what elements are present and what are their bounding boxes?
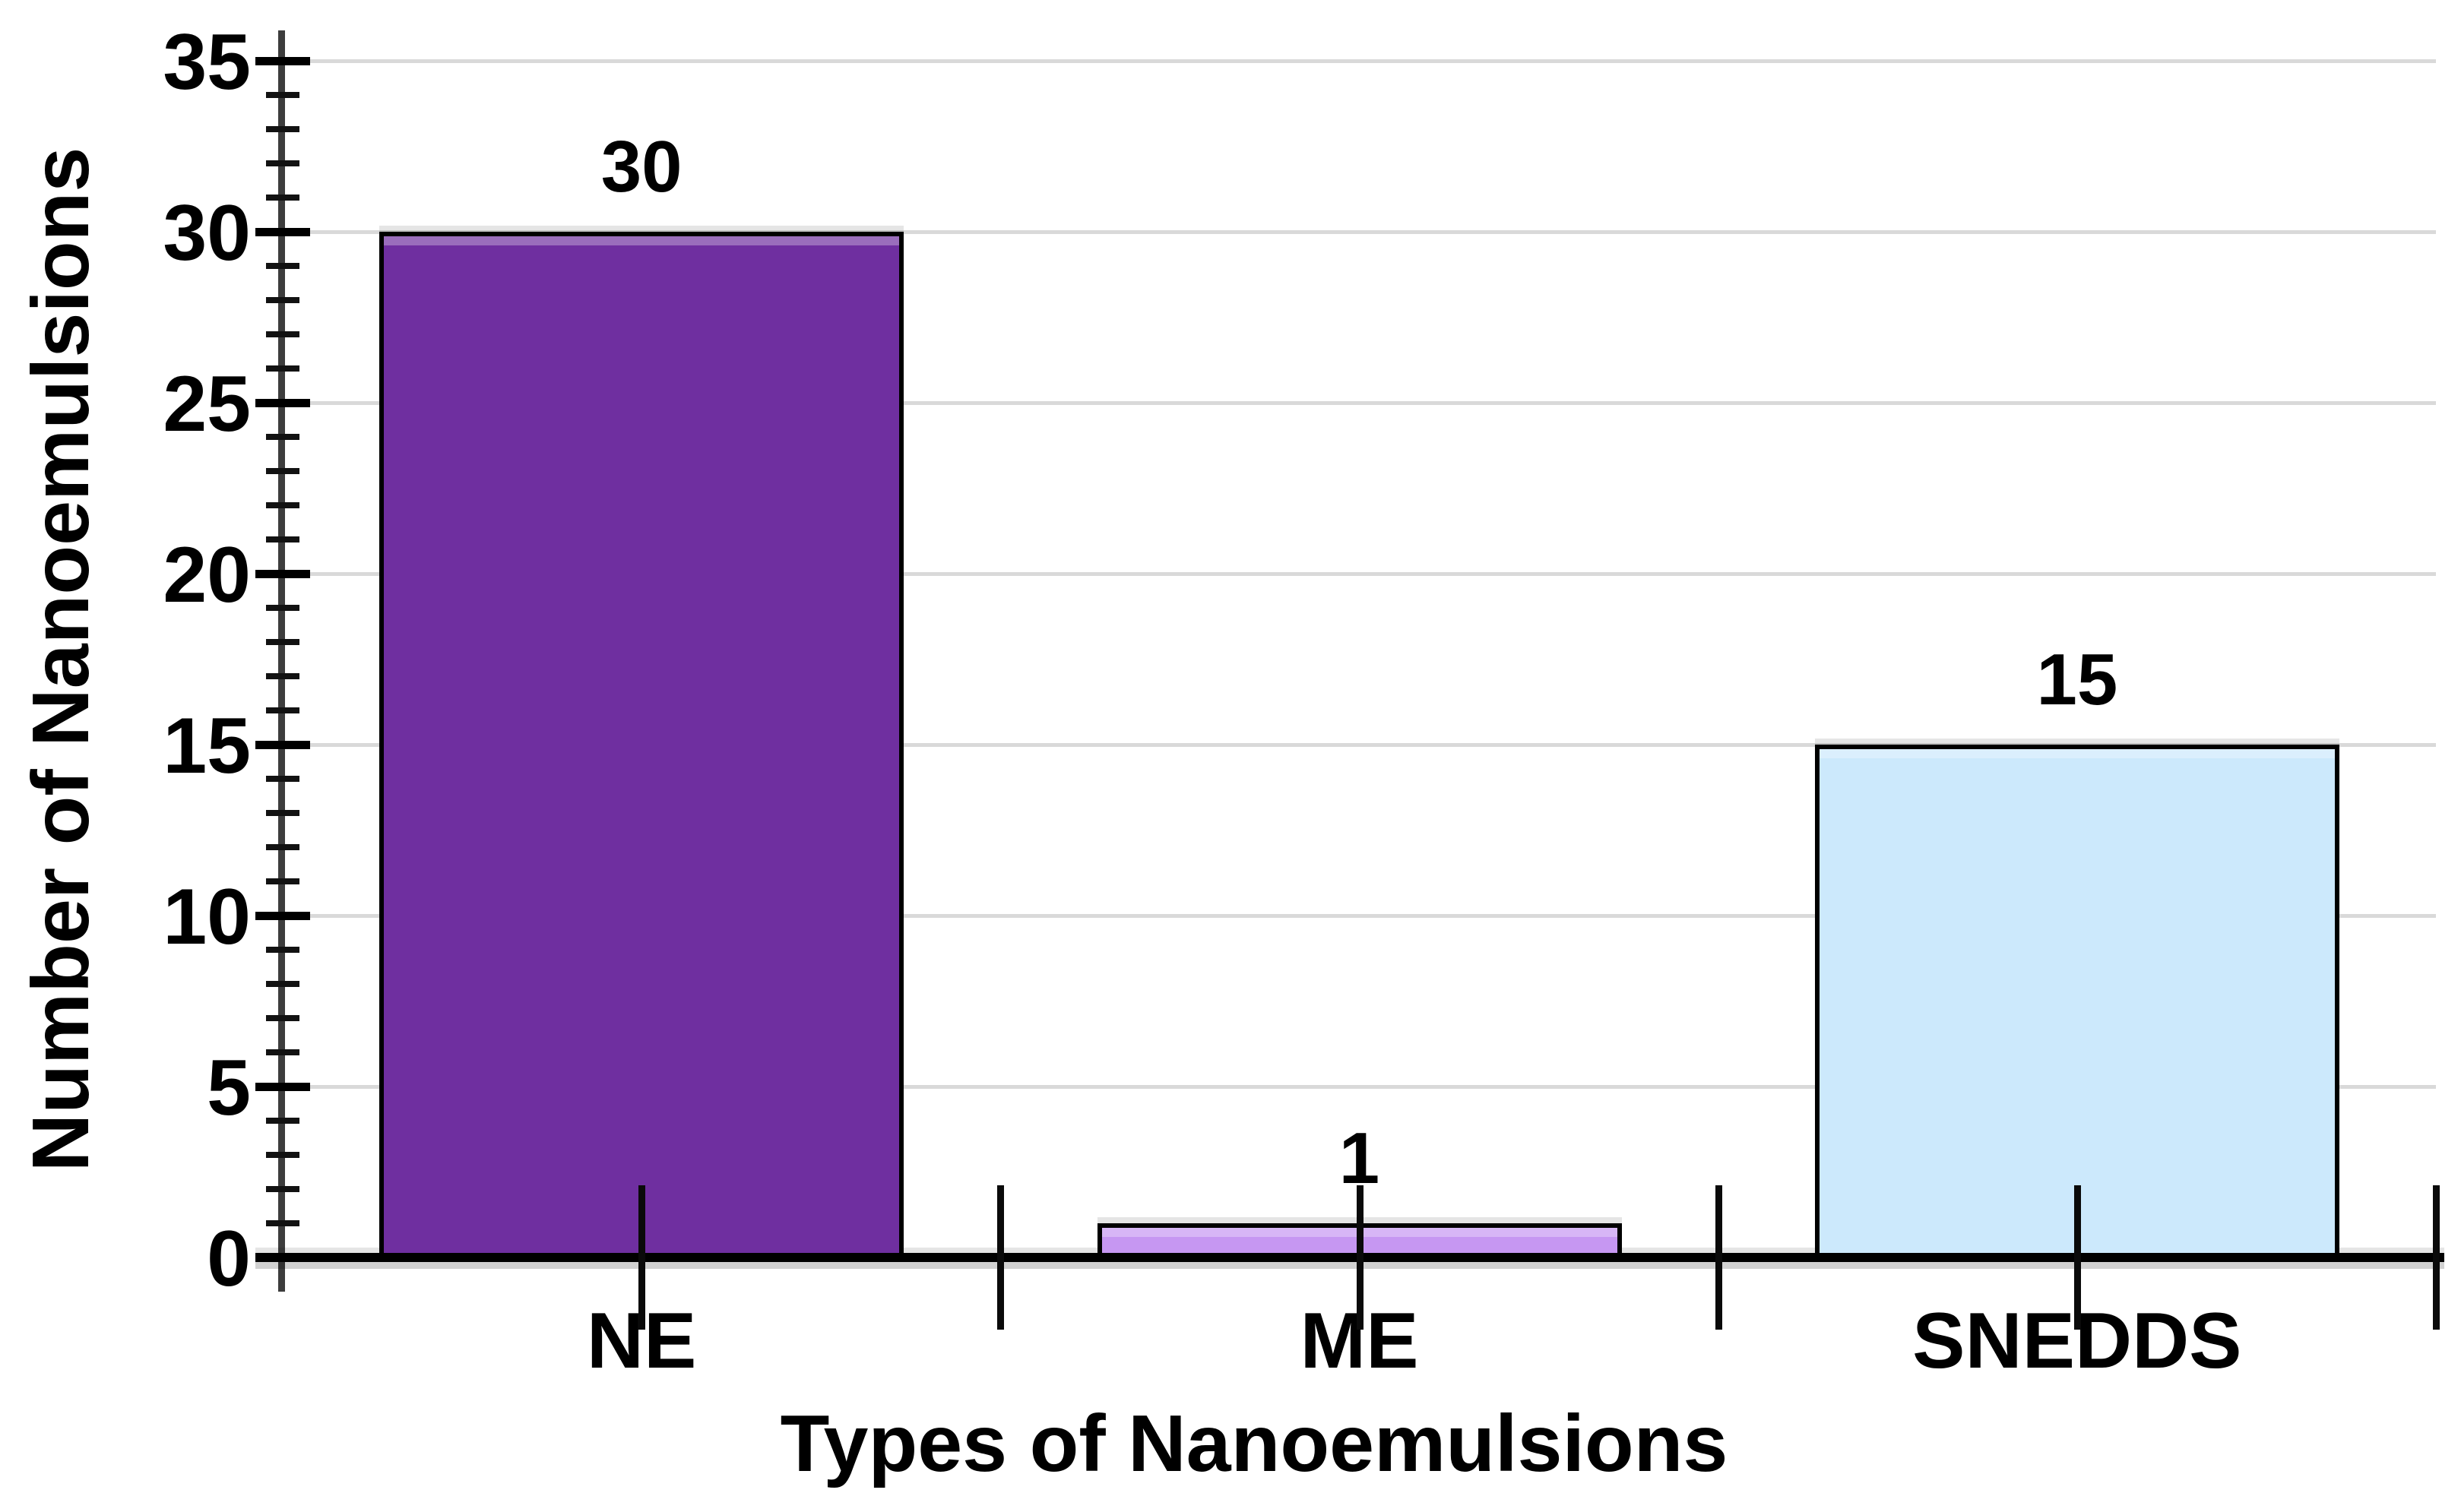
y-minor-tick xyxy=(266,878,299,884)
y-minor-tick xyxy=(266,1049,299,1055)
y-major-tick xyxy=(255,1083,310,1091)
y-minor-tick xyxy=(266,707,299,713)
y-major-tick xyxy=(255,399,310,407)
y-minor-tick xyxy=(266,1186,299,1192)
y-minor-tick xyxy=(266,844,299,850)
x-tick-category-boundary xyxy=(997,1185,1005,1330)
y-minor-tick xyxy=(266,536,299,542)
y-minor-tick xyxy=(266,468,299,474)
y-tick-label: 0 xyxy=(207,1215,251,1303)
y-minor-tick xyxy=(266,331,299,337)
gridline xyxy=(283,59,2436,63)
y-minor-tick xyxy=(266,263,299,269)
y-minor-tick xyxy=(266,126,299,132)
y-minor-tick xyxy=(266,92,299,98)
y-major-tick xyxy=(255,1254,310,1262)
gridline xyxy=(283,230,2436,234)
y-axis-title: Number of Nanoemulsions xyxy=(16,147,106,1172)
y-tick-label: 30 xyxy=(163,189,251,277)
x-axis-title: Types of Nanoemulsions xyxy=(780,1399,1728,1488)
y-minor-tick xyxy=(266,195,299,201)
gridline xyxy=(283,914,2436,918)
y-minor-tick xyxy=(266,947,299,953)
y-minor-tick xyxy=(266,502,299,508)
y-minor-tick xyxy=(266,673,299,679)
y-minor-tick xyxy=(266,1220,299,1226)
y-tick-label: 25 xyxy=(163,360,251,448)
y-major-tick xyxy=(255,912,310,920)
y-minor-tick xyxy=(266,160,299,166)
y-major-tick xyxy=(255,228,310,236)
gridline xyxy=(283,401,2436,405)
x-tick-category-center xyxy=(2073,1185,2081,1330)
y-axis-line xyxy=(278,30,285,1292)
gridline xyxy=(283,1085,2436,1089)
y-tick-label: 35 xyxy=(163,18,251,106)
y-major-tick xyxy=(255,741,310,749)
y-minor-tick xyxy=(266,639,299,645)
y-minor-tick xyxy=(266,605,299,611)
x-tick-category-center xyxy=(638,1185,646,1330)
y-minor-tick xyxy=(266,365,299,372)
gridline xyxy=(283,572,2436,576)
y-major-tick xyxy=(255,57,310,65)
y-tick-label: 15 xyxy=(163,702,251,790)
gridline xyxy=(283,743,2436,747)
x-tick-category-boundary xyxy=(1715,1185,1722,1330)
y-minor-tick xyxy=(266,1015,299,1021)
y-major-tick xyxy=(255,570,310,578)
y-minor-tick xyxy=(266,1118,299,1124)
bar-ne xyxy=(379,232,904,1257)
y-minor-tick xyxy=(266,810,299,816)
y-minor-tick xyxy=(266,1152,299,1158)
x-tick-axis-end xyxy=(2433,1185,2440,1330)
y-minor-tick xyxy=(266,981,299,987)
bar-value-label: 1 xyxy=(1338,1118,1380,1199)
y-minor-tick xyxy=(266,434,299,440)
bar-value-label: 15 xyxy=(2036,639,2118,720)
y-minor-tick xyxy=(266,297,299,303)
bar-value-label: 30 xyxy=(600,126,683,207)
y-tick-label: 10 xyxy=(163,873,251,961)
x-tick-category-center xyxy=(1356,1185,1364,1330)
y-minor-tick xyxy=(266,776,299,782)
y-tick-label: 5 xyxy=(207,1044,251,1132)
bar-snedds xyxy=(1814,745,2339,1257)
y-tick-label: 20 xyxy=(163,531,251,619)
